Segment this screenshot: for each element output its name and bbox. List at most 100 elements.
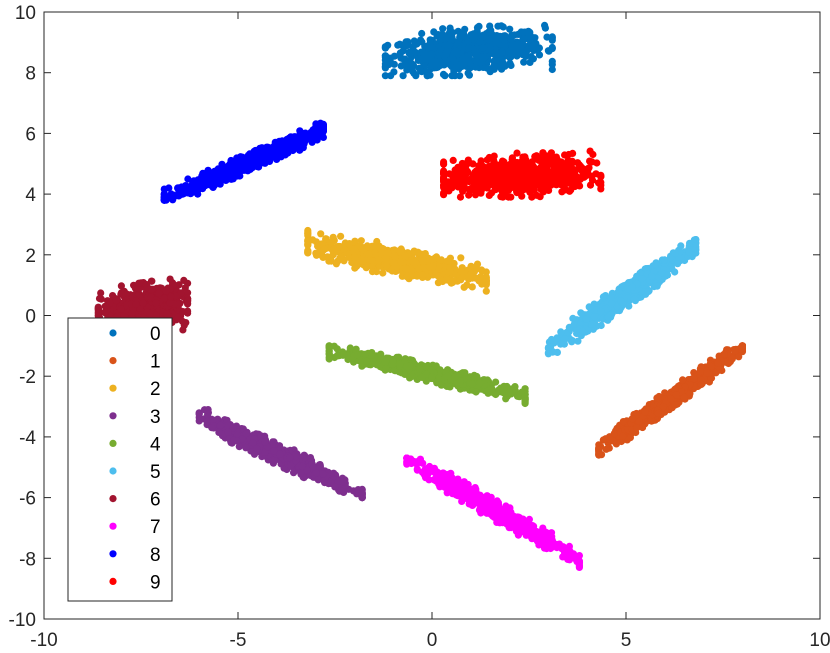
data-point <box>582 315 591 323</box>
data-point <box>195 410 203 418</box>
data-point <box>607 293 616 301</box>
data-point <box>181 284 189 292</box>
data-point <box>731 347 740 355</box>
data-point <box>696 368 705 376</box>
data-point <box>490 57 498 65</box>
data-point <box>402 62 410 70</box>
data-point <box>250 450 259 458</box>
data-point <box>387 72 395 80</box>
data-point <box>448 72 456 80</box>
data-point <box>464 37 472 46</box>
data-point <box>304 248 312 256</box>
data-point <box>112 296 120 305</box>
data-point <box>117 305 125 313</box>
data-point <box>663 271 672 279</box>
data-point <box>434 272 442 280</box>
data-point <box>697 380 705 388</box>
data-point <box>390 259 398 267</box>
data-point <box>456 72 464 80</box>
data-point <box>443 382 451 390</box>
data-point <box>430 28 438 36</box>
data-point <box>286 453 294 462</box>
data-point <box>652 260 660 268</box>
data-point <box>738 342 747 350</box>
data-point <box>672 391 681 399</box>
data-point <box>242 444 250 452</box>
data-point <box>485 28 493 36</box>
data-point <box>414 248 422 256</box>
data-point <box>389 357 397 365</box>
data-point <box>468 283 476 291</box>
data-point <box>680 393 688 401</box>
data-point <box>102 303 110 311</box>
data-point <box>298 462 306 470</box>
data-point <box>166 299 174 307</box>
data-point <box>381 60 389 68</box>
data-point <box>626 434 635 442</box>
data-point <box>441 72 449 80</box>
data-point <box>139 299 147 307</box>
data-point <box>363 357 371 365</box>
data-point <box>496 63 504 71</box>
data-point <box>463 281 471 289</box>
data-point <box>446 28 454 36</box>
data-point <box>382 262 390 270</box>
data-point <box>428 373 436 381</box>
data-point <box>482 278 490 286</box>
data-point <box>677 242 685 250</box>
data-point <box>437 256 445 264</box>
data-point <box>179 326 187 334</box>
data-point <box>524 46 532 54</box>
data-point <box>482 287 490 295</box>
data-point <box>322 235 330 243</box>
data-point <box>521 397 529 405</box>
data-point <box>735 353 743 361</box>
data-point <box>654 409 662 417</box>
data-point <box>401 252 409 260</box>
data-point <box>143 283 151 292</box>
data-point <box>309 463 317 471</box>
data-point <box>331 483 339 491</box>
data-point <box>451 373 459 381</box>
data-point <box>498 55 506 63</box>
data-point <box>396 49 404 57</box>
data-point <box>548 65 556 74</box>
data-point <box>365 250 373 258</box>
data-point <box>332 260 340 268</box>
data-point <box>590 313 599 321</box>
data-point <box>692 236 700 244</box>
data-point <box>628 283 636 291</box>
data-point <box>403 273 411 281</box>
data-point <box>431 254 439 262</box>
data-point <box>412 48 420 57</box>
data-point <box>242 430 250 438</box>
data-point <box>548 36 556 44</box>
data-point <box>458 273 466 282</box>
data-point <box>261 438 269 446</box>
data-point <box>644 288 652 296</box>
data-point <box>667 394 675 403</box>
data-point <box>602 445 610 453</box>
data-point <box>531 34 539 42</box>
data-point <box>638 423 647 431</box>
data-point <box>405 48 413 56</box>
data-point <box>399 72 407 80</box>
data-point <box>431 58 439 66</box>
data-point <box>617 297 625 305</box>
data-point <box>505 388 513 396</box>
data-point <box>557 340 565 348</box>
data-point <box>610 429 618 438</box>
data-point <box>557 328 565 336</box>
data-point <box>233 437 241 445</box>
data-point <box>276 450 284 458</box>
data-point <box>720 350 728 358</box>
data-point <box>95 294 104 303</box>
data-point <box>119 290 127 298</box>
data-point <box>703 369 711 377</box>
data-point <box>224 428 232 436</box>
data-point <box>506 59 514 67</box>
data-point <box>520 58 528 66</box>
data-point <box>449 55 457 63</box>
data-point <box>396 258 405 266</box>
data-point <box>427 43 435 51</box>
